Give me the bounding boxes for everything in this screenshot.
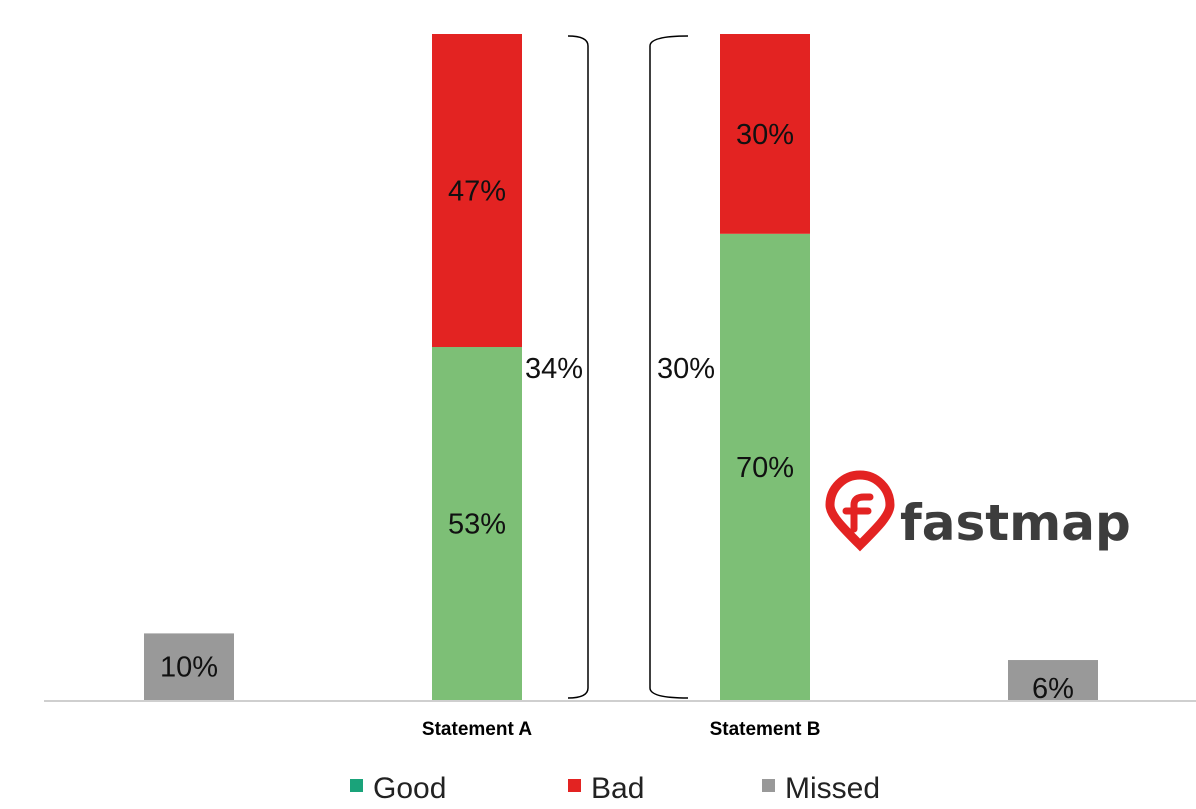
- map-pin-icon: [825, 470, 895, 552]
- bar-good-statement-a: [432, 347, 522, 700]
- category-label-statement-b: Statement B: [710, 719, 821, 740]
- bracket-1: [567, 35, 589, 699]
- bracket-label-1: 34%: [525, 353, 583, 385]
- category-label-statement-a: Statement A: [422, 719, 532, 740]
- bar-bad-statement-b: [720, 34, 810, 234]
- legend-swatch-good: [350, 779, 363, 792]
- data-label-missed-1: 10%: [160, 652, 218, 684]
- bracket-2: [649, 35, 689, 699]
- fastmap-logo: fastmap: [825, 470, 1131, 552]
- data-label-good-statement-a: 53%: [448, 509, 506, 541]
- legend-swatch-missed: [762, 779, 775, 792]
- bracket-label-2: 30%: [657, 353, 715, 385]
- data-label-bad-statement-b: 30%: [736, 119, 794, 151]
- bar-bad-statement-a: [432, 34, 522, 348]
- bar-missed-2: [1008, 660, 1098, 700]
- brackets-layer: [567, 35, 689, 699]
- legend: Good Bad Missed: [350, 772, 880, 805]
- legend-label-bad: Bad: [591, 772, 644, 805]
- labels-layer: 53% 47% Statement A 70% 30% Statement B 10% 6% 3…: [160, 119, 1074, 740]
- legend-swatch-bad: [568, 779, 581, 792]
- bars-layer: [144, 34, 1098, 701]
- data-label-bad-statement-a: 47%: [448, 176, 506, 208]
- logo-text: fastmap: [900, 494, 1131, 552]
- data-label-good-statement-b: 70%: [736, 452, 794, 484]
- legend-label-good: Good: [373, 772, 446, 805]
- data-label-missed-2: 6%: [1032, 673, 1074, 705]
- bar-good-statement-b: [720, 233, 810, 701]
- bar-missed-1: [144, 633, 234, 700]
- legend-label-missed: Missed: [785, 772, 880, 805]
